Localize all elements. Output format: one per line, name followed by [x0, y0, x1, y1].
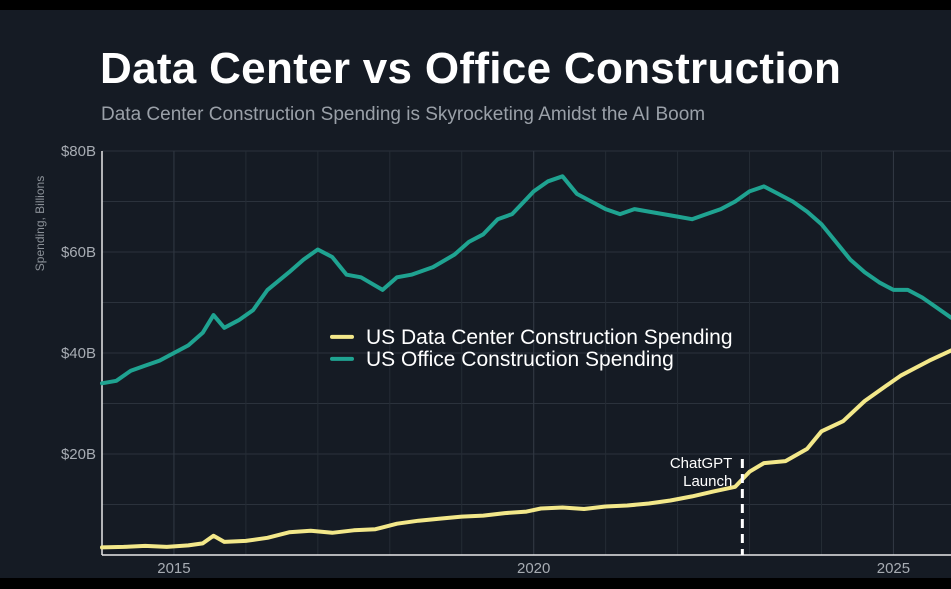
y-tick-label: $20B: [61, 446, 96, 463]
annotation-label: Launch: [683, 473, 732, 490]
chart-title: Data Center vs Office Construction: [100, 44, 842, 93]
annotation-label: ChatGPT: [670, 455, 733, 472]
x-tick-label: 2015: [157, 560, 190, 577]
x-tick-label: 2025: [877, 560, 910, 577]
y-tick-label: $40B: [61, 345, 96, 362]
series-group: [100, 174, 951, 550]
legend-label: US Office Construction Spending: [366, 348, 674, 371]
y-tick-label: $80B: [61, 143, 96, 160]
series-line-office: [100, 174, 951, 386]
line-chart: $20B $40B $60B $80B 2015 2020 2025 ChatGPTLaun…: [33, 143, 951, 577]
legend-label: US Data Center Construction Spending: [366, 326, 733, 349]
axes: $20B $40B $60B $80B 2015 2020 2025: [61, 143, 951, 577]
chart-frame: Data Center vs Office Construction Data …: [0, 10, 951, 578]
x-tick-label: 2020: [517, 560, 550, 577]
series-line-data-center: [100, 348, 951, 550]
y-axis-label: Spending, Billions: [33, 176, 47, 271]
y-tick-label: $60B: [61, 244, 96, 261]
chart-subtitle: Data Center Construction Spending is Sky…: [101, 104, 706, 125]
